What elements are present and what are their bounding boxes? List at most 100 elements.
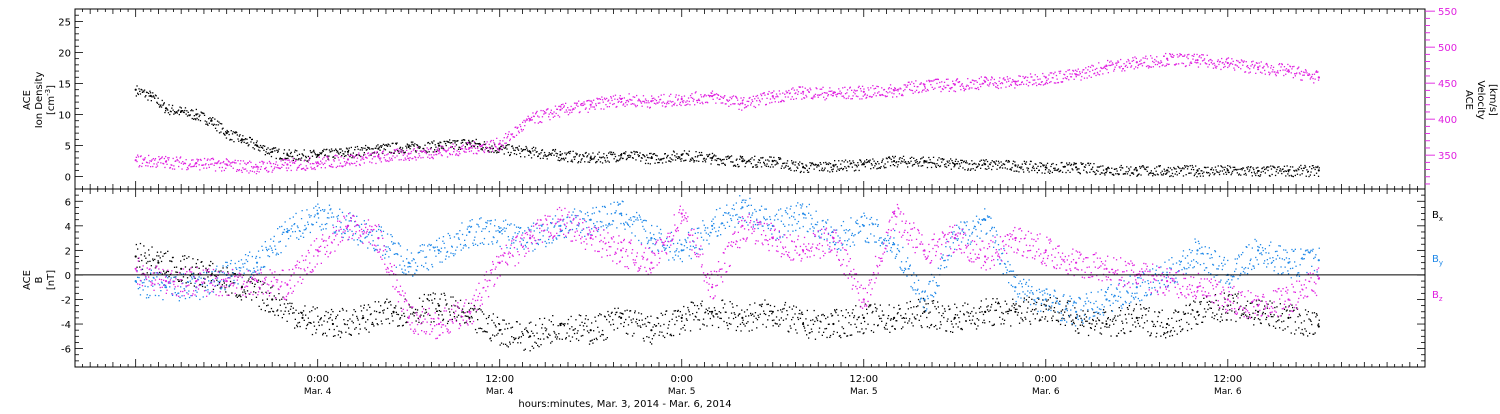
bfield-s0-pt-274 bbox=[322, 332, 324, 335]
velocity-s0-pt-416 bbox=[419, 150, 421, 152]
velocity-s0-pt-709 bbox=[619, 95, 621, 97]
velocity-s0-pt-1205 bbox=[958, 81, 960, 84]
bfield-s0-pt-959 bbox=[790, 327, 792, 329]
velocity-s0-pt-1557 bbox=[1198, 56, 1200, 58]
bfield-s0-pt-1380 bbox=[1077, 332, 1079, 334]
bfield-s0-pt-539 bbox=[503, 319, 505, 321]
velocity-s0-pt-937 bbox=[775, 96, 777, 98]
bfield-s0-pt-1341 bbox=[1051, 317, 1053, 319]
velocity-s0-pt-600 bbox=[545, 112, 547, 114]
bfield-s0-pt-1299 bbox=[1022, 320, 1024, 322]
velocity-s0-pt-936 bbox=[774, 101, 776, 103]
bfield-s0-pt-287 bbox=[331, 319, 333, 321]
density-s0-pt-963 bbox=[793, 161, 795, 163]
density-s0-pt-1123 bbox=[902, 161, 904, 163]
density-s0-pt-1403 bbox=[1093, 163, 1095, 165]
velocity-s0-pt-727 bbox=[631, 103, 634, 105]
density-s0-pt-70 bbox=[183, 111, 185, 114]
density-s0-pt-1521 bbox=[1173, 168, 1176, 170]
bfield-s0-pt-647 bbox=[577, 330, 579, 332]
bfield-s0-pt-911 bbox=[757, 314, 759, 317]
bfield-s0-pt-809 bbox=[687, 309, 690, 311]
velocity-s0-pt-996 bbox=[815, 87, 817, 89]
density-s0-pt-252 bbox=[307, 155, 309, 158]
velocity-s0-pt-1678 bbox=[1281, 63, 1283, 65]
bfield-s0-pt-1029 bbox=[838, 320, 840, 322]
bfield-s0-pt-1022 bbox=[833, 330, 835, 333]
velocity-s0-pt-48 bbox=[168, 157, 170, 159]
density-s0-pt-942 bbox=[778, 158, 780, 160]
bfield-s0-pt-127 bbox=[222, 267, 224, 269]
velocity-s0-pt-752 bbox=[649, 107, 651, 109]
density-s0-pt-853 bbox=[717, 157, 720, 160]
velocity-s0-pt-483 bbox=[465, 151, 467, 153]
density-s0-pt-710 bbox=[620, 156, 622, 158]
bfield-s0-pt-840 bbox=[709, 311, 711, 313]
density-s0-pt-930 bbox=[770, 156, 772, 158]
bfield-s0-pt-1342 bbox=[1051, 319, 1053, 322]
bfield-s0-pt-558 bbox=[516, 321, 518, 323]
density-s0-pt-1560 bbox=[1200, 170, 1202, 172]
density-s0-pt-1329 bbox=[1042, 165, 1045, 167]
bfield-s0-pt-627 bbox=[563, 325, 565, 327]
bfield-s0-pt-1437 bbox=[1116, 335, 1118, 337]
density-s0-pt-1712 bbox=[1304, 164, 1306, 167]
density-s0-pt-1523 bbox=[1175, 168, 1177, 170]
density-s0-sample-14 bbox=[407, 145, 410, 148]
density-s0-pt-1175 bbox=[937, 164, 939, 167]
bfield-s0-pt-837 bbox=[707, 309, 709, 312]
velocity-s0-pt-200 bbox=[272, 169, 274, 171]
density-s0-pt-202 bbox=[273, 147, 275, 149]
bfield-s0-pt-1194 bbox=[950, 320, 952, 322]
density-s0-pt-924 bbox=[766, 163, 768, 165]
density-s0-pt-1192 bbox=[949, 162, 951, 165]
density-s0-pt-1187 bbox=[945, 166, 948, 168]
density-s0-pt-210 bbox=[279, 158, 281, 160]
velocity-s0-pt-1393 bbox=[1086, 77, 1088, 79]
density-s0-pt-669 bbox=[592, 152, 594, 154]
velocity-s0-pt-224 bbox=[288, 159, 290, 161]
density-s0-pt-1429 bbox=[1111, 167, 1113, 169]
density-s0-pt-287 bbox=[331, 150, 333, 152]
velocity-s0-pt-720 bbox=[627, 99, 629, 101]
bfield-s0-pt-1340 bbox=[1050, 307, 1052, 309]
bfield-s0-pt-613 bbox=[554, 332, 556, 334]
velocity-s0-pt-1537 bbox=[1184, 65, 1187, 68]
bfield-s0-pt-277 bbox=[324, 332, 326, 334]
velocity-s0-pt-561 bbox=[518, 132, 520, 134]
bfield-s0-pt-387 bbox=[399, 317, 402, 319]
velocity-s0-pt-856 bbox=[720, 95, 722, 98]
velocity-s0-pt-690 bbox=[606, 106, 608, 108]
velocity-s0-pt-1027 bbox=[836, 93, 838, 95]
density-s0-pt-312 bbox=[348, 147, 350, 149]
bfield-s0-pt-99 bbox=[203, 277, 205, 279]
bfield-s0-pt-1426 bbox=[1109, 324, 1111, 326]
density-s0-sample-5 bbox=[210, 119, 213, 122]
velocity-s0-pt-1539 bbox=[1186, 56, 1188, 58]
density-s0-pt-1375 bbox=[1074, 163, 1076, 165]
velocity-s0-sample-21 bbox=[771, 95, 774, 98]
density-s0-pt-327 bbox=[358, 154, 361, 157]
density-s0-pt-581 bbox=[532, 150, 534, 152]
bfield-s0-pt-861 bbox=[723, 320, 725, 323]
bfield-s0-pt-628 bbox=[564, 323, 566, 325]
bfield-s0-pt-919 bbox=[763, 310, 765, 312]
density-s0-pt-466 bbox=[453, 140, 456, 142]
density-s0-pt-1302 bbox=[1024, 162, 1026, 164]
velocity-s0-pt-1345 bbox=[1053, 82, 1056, 84]
velocity-s0-pt-786 bbox=[672, 100, 674, 103]
density-s0-pt-1350 bbox=[1057, 169, 1059, 171]
velocity-s0-pt-1732 bbox=[1317, 79, 1320, 81]
density-s0-pt-867 bbox=[727, 155, 729, 157]
velocity-s0-pt-923 bbox=[765, 103, 767, 106]
velocity-s0-pt-1450 bbox=[1125, 64, 1127, 67]
density-s0-pt-471 bbox=[457, 140, 459, 142]
density-s0-pt-1029 bbox=[838, 160, 840, 162]
density-s0-pt-790 bbox=[674, 159, 677, 161]
density-s0-pt-1150 bbox=[920, 165, 922, 167]
density-s0-pt-1668 bbox=[1274, 167, 1276, 169]
velocity-s0-pt-1394 bbox=[1087, 69, 1089, 71]
density-s0-sample-11 bbox=[316, 153, 319, 156]
bfield-s0-pt-883 bbox=[738, 313, 740, 315]
velocity-s0-pt-919 bbox=[763, 92, 765, 94]
